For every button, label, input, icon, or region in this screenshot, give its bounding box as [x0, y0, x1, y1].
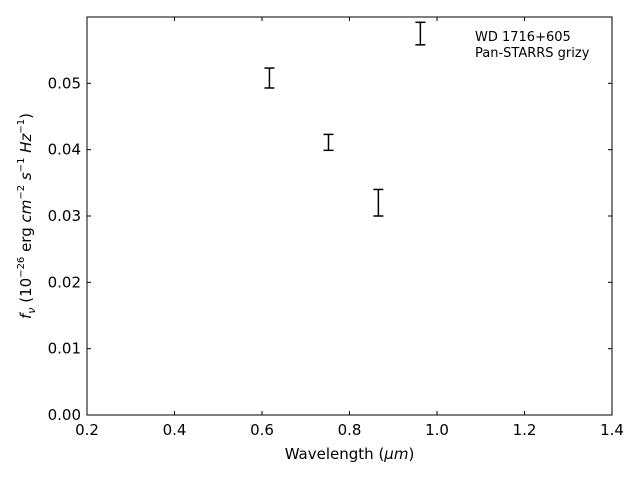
x-tick-label: 0.8	[338, 421, 362, 439]
y-tick-label: 0.05	[48, 74, 81, 92]
y-axis-label: fν (10−26 erg cm−2 s−1 Hz−1)	[16, 113, 38, 319]
y-tick-label: 0.04	[48, 141, 81, 159]
x-axis-label-main: Wavelength (	[285, 445, 385, 463]
y-label-s: s	[17, 172, 35, 185]
y-label-nu: ν	[25, 308, 38, 314]
x-tick-label: 0.4	[163, 421, 187, 439]
y-label-hz: Hz	[17, 133, 35, 158]
y-label-close: )	[17, 113, 35, 119]
data-layer	[264, 21, 426, 217]
x-tick-label: 0.6	[250, 421, 274, 439]
y-tick-label: 0.00	[48, 406, 81, 424]
y-tick-label: 0.01	[48, 340, 81, 358]
y-tick-label: 0.03	[48, 207, 81, 225]
plot-frame	[86, 16, 613, 416]
x-axis-label: Wavelength (μm)	[285, 445, 415, 463]
y-label-exp4: −1	[16, 119, 27, 134]
y-label-cm: cm	[17, 200, 35, 223]
errorbar-point	[415, 21, 426, 46]
y-tick-label: 0.02	[48, 273, 81, 291]
errorbar-point	[323, 133, 334, 152]
x-tick-label: 0.2	[75, 421, 99, 439]
y-label-exp1: −26	[16, 257, 27, 278]
y-label-open: (10	[17, 278, 35, 308]
x-tick-label: 1.0	[425, 421, 449, 439]
x-axis-label-close: )	[408, 445, 414, 463]
y-label-exp3: −1	[16, 158, 27, 173]
x-tick-label: 1.4	[600, 421, 624, 439]
x-tick-label: 1.2	[513, 421, 537, 439]
ticks-layer: 0.2 0.4 0.6 0.8 1.0 1.2 1.4 0.00 0.01 0.02 0.03 0.0…	[48, 17, 624, 439]
y-label-erg: erg	[17, 223, 35, 257]
annotation-line-1: WD 1716+605	[475, 30, 571, 45]
y-label-exp2: −2	[16, 185, 27, 200]
errorbar-point	[373, 188, 384, 217]
x-axis-label-unit: μm	[383, 445, 408, 463]
errorbar-point	[264, 67, 275, 89]
annotation-line-2: Pan-STARRS grizy	[475, 46, 590, 61]
y-label-f: f	[17, 311, 35, 319]
